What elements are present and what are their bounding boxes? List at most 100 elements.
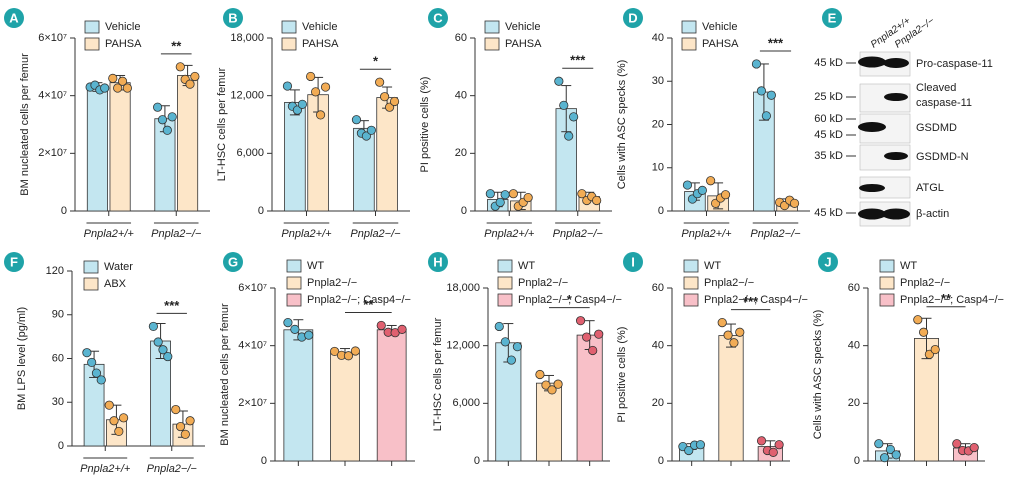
panel-badge bbox=[4, 252, 24, 272]
bar bbox=[718, 335, 744, 462]
data-point bbox=[163, 351, 173, 362]
panel-letter: G bbox=[228, 254, 238, 269]
data-point bbox=[756, 86, 767, 96]
legend-label: Pnpla2−/− bbox=[307, 277, 357, 289]
data-point bbox=[376, 320, 386, 331]
data-point bbox=[113, 83, 123, 93]
legend-label: WT bbox=[307, 260, 324, 272]
y-axis-label: Cells with ASC specks (%) bbox=[812, 310, 824, 440]
data-point bbox=[153, 337, 163, 347]
bar bbox=[109, 82, 131, 212]
data-point bbox=[82, 348, 92, 358]
legend-swatch bbox=[286, 293, 302, 307]
panel-badge bbox=[223, 252, 243, 272]
legend-swatch bbox=[484, 20, 500, 34]
protein-label: ATGL bbox=[916, 182, 944, 194]
significance-label: * bbox=[567, 292, 573, 307]
panel-badge bbox=[623, 252, 643, 272]
data-point bbox=[500, 337, 510, 347]
bar bbox=[576, 334, 603, 462]
data-point bbox=[304, 330, 314, 340]
data-point bbox=[167, 112, 177, 122]
data-point bbox=[343, 351, 354, 361]
panel-badge bbox=[822, 8, 842, 28]
legend-swatch bbox=[286, 259, 302, 273]
x-tick-label: Pnpla2−/− bbox=[151, 228, 202, 240]
size-marker: 35 kD bbox=[814, 150, 843, 162]
data-point bbox=[175, 62, 185, 72]
data-point bbox=[559, 100, 569, 110]
x-tick-label: Pnpla2+/+ bbox=[281, 228, 332, 240]
y-tick-label: 2×10⁷ bbox=[38, 147, 67, 159]
data-point bbox=[350, 346, 361, 356]
data-point bbox=[594, 329, 604, 339]
panel-letter: E bbox=[828, 10, 837, 25]
legend-label: Vehicle bbox=[505, 21, 540, 33]
blot-band bbox=[858, 208, 886, 220]
y-axis-label: BM LPS level (pg/ml) bbox=[16, 307, 28, 410]
significance-label: ** bbox=[171, 38, 182, 53]
data-point bbox=[96, 375, 106, 385]
x-tick-label: Pnpla2+/+ bbox=[84, 228, 135, 240]
legend-swatch bbox=[497, 276, 513, 290]
legend-label: WT bbox=[900, 260, 917, 272]
data-point bbox=[175, 421, 186, 432]
data-point bbox=[180, 429, 190, 439]
data-point bbox=[695, 440, 706, 450]
protein-label: caspase-11 bbox=[916, 97, 972, 109]
legend-label: Pnpla2−/− bbox=[518, 277, 568, 289]
bar bbox=[283, 329, 314, 462]
legend-swatch bbox=[497, 293, 513, 307]
legend-swatch bbox=[484, 37, 500, 51]
protein-label: GSDMD bbox=[916, 122, 957, 134]
y-axis-label: LT-HSC cells per femur bbox=[216, 67, 228, 181]
significance-label: ** bbox=[941, 291, 952, 306]
panel-badge bbox=[223, 8, 243, 28]
legend-swatch bbox=[879, 293, 895, 307]
data-point bbox=[684, 445, 694, 456]
data-point bbox=[706, 176, 716, 186]
y-tick-label: 0 bbox=[58, 440, 64, 452]
panel-letter: F bbox=[10, 254, 18, 269]
bar bbox=[376, 329, 407, 462]
legend-label: Pnpla2−/−; Casp4−/− bbox=[307, 294, 411, 306]
legend-label: Vehicle bbox=[302, 21, 337, 33]
panel-letter: I bbox=[631, 254, 635, 269]
data-point bbox=[119, 413, 129, 423]
data-point bbox=[879, 453, 890, 463]
significance-label: *** bbox=[570, 53, 586, 68]
data-point bbox=[158, 345, 168, 355]
data-point bbox=[104, 400, 114, 410]
legend-label: WT bbox=[518, 260, 535, 272]
data-point bbox=[361, 131, 371, 141]
significance-label: *** bbox=[743, 294, 759, 309]
data-point bbox=[351, 115, 362, 125]
y-tick-label: 60 bbox=[848, 282, 860, 294]
size-marker: 60 kD bbox=[814, 113, 843, 125]
y-tick-label: 2×10⁷ bbox=[238, 397, 267, 409]
bar bbox=[330, 352, 360, 462]
significance-label: *** bbox=[768, 35, 784, 50]
x-tick-label: Pnpla2−/− bbox=[147, 463, 198, 475]
significance-label: ** bbox=[363, 297, 374, 312]
legend-swatch bbox=[879, 276, 895, 290]
panel-badge bbox=[623, 8, 643, 28]
legend-label: PAHSA bbox=[505, 38, 542, 50]
y-tick-label: 18,000 bbox=[230, 32, 264, 44]
x-tick-label: Pnpla2+/+ bbox=[681, 228, 732, 240]
data-point bbox=[577, 189, 587, 199]
bar bbox=[535, 382, 563, 462]
y-tick-label: 0 bbox=[261, 455, 267, 467]
panel-letter: H bbox=[433, 254, 442, 269]
data-point bbox=[366, 125, 376, 135]
bar bbox=[376, 97, 398, 212]
data-point bbox=[918, 327, 929, 337]
data-point bbox=[185, 79, 195, 89]
size-marker: 45 kD bbox=[814, 129, 843, 141]
y-tick-label: 6×10⁷ bbox=[238, 282, 267, 294]
data-point bbox=[282, 81, 293, 91]
data-point bbox=[592, 195, 602, 206]
data-point bbox=[162, 125, 172, 135]
y-axis-label: BM nucleated cells per femur bbox=[19, 53, 31, 196]
x-tick-label: Pnpla2−/− bbox=[553, 228, 604, 240]
